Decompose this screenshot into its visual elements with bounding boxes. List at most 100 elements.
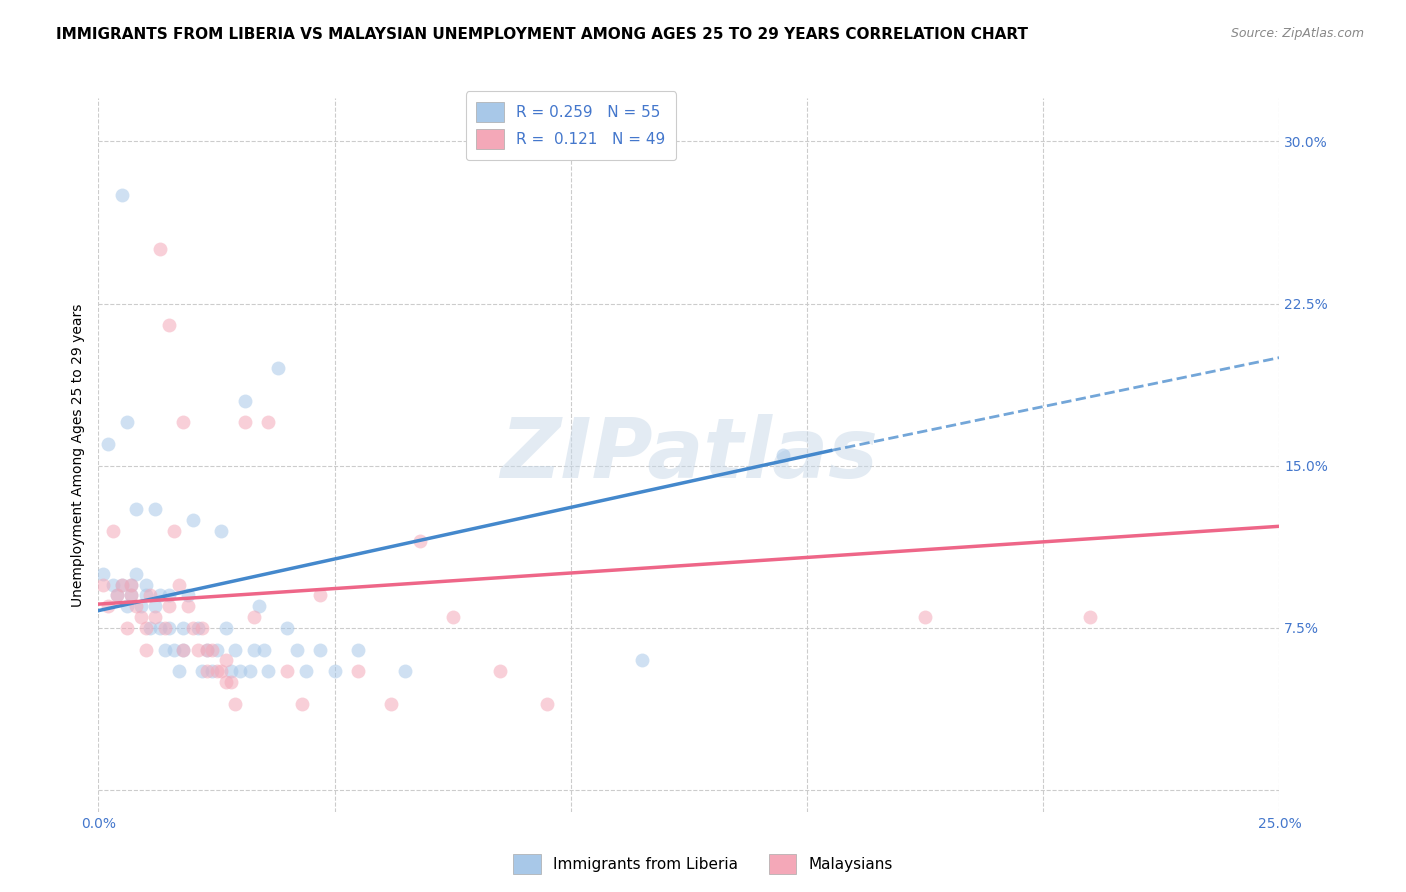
Point — [105, 589, 128, 603]
Point — [323, 664, 346, 678]
Point — [233, 393, 256, 408]
Point — [394, 664, 416, 678]
Point — [215, 621, 238, 635]
Point — [408, 534, 430, 549]
Point — [441, 610, 464, 624]
Point — [91, 566, 114, 581]
Point — [219, 675, 242, 690]
Point — [215, 675, 238, 690]
Point — [115, 621, 138, 635]
Point — [380, 697, 402, 711]
Point — [219, 664, 242, 678]
Point — [143, 599, 166, 614]
Point — [101, 524, 124, 538]
Point — [125, 502, 148, 516]
Point — [157, 589, 180, 603]
Point — [135, 642, 157, 657]
Point — [243, 642, 266, 657]
Point — [111, 577, 134, 591]
Point — [172, 621, 194, 635]
Point — [111, 188, 134, 202]
Point — [139, 589, 162, 603]
Point — [267, 361, 290, 376]
Point — [347, 664, 370, 678]
Point — [257, 664, 280, 678]
Point — [233, 416, 256, 430]
Point — [201, 664, 224, 678]
Point — [253, 642, 276, 657]
Point — [172, 642, 194, 657]
Text: Source: ZipAtlas.com: Source: ZipAtlas.com — [1230, 27, 1364, 40]
Point — [163, 642, 186, 657]
Point — [101, 577, 124, 591]
Point — [135, 577, 157, 591]
Point — [153, 621, 176, 635]
Point — [167, 577, 190, 591]
Point — [191, 621, 214, 635]
Point — [139, 621, 162, 635]
Text: ZIPatlas: ZIPatlas — [501, 415, 877, 495]
Point — [163, 524, 186, 538]
Point — [229, 664, 252, 678]
Point — [243, 610, 266, 624]
Point — [536, 697, 558, 711]
Point — [224, 642, 246, 657]
Point — [209, 524, 232, 538]
Point — [181, 621, 204, 635]
Legend: R = 0.259   N = 55, R =  0.121   N = 49: R = 0.259 N = 55, R = 0.121 N = 49 — [465, 92, 676, 160]
Point — [187, 642, 209, 657]
Point — [115, 599, 138, 614]
Point — [309, 642, 332, 657]
Point — [209, 664, 232, 678]
Point — [121, 589, 143, 603]
Point — [181, 513, 204, 527]
Point — [149, 621, 172, 635]
Point — [125, 599, 148, 614]
Point — [224, 697, 246, 711]
Point — [285, 642, 308, 657]
Point — [172, 642, 194, 657]
Point — [149, 589, 172, 603]
Point — [489, 664, 512, 678]
Point — [97, 599, 120, 614]
Point — [195, 642, 218, 657]
Point — [135, 621, 157, 635]
Point — [121, 577, 143, 591]
Point — [914, 610, 936, 624]
Point — [157, 599, 180, 614]
Point — [1080, 610, 1102, 624]
Point — [276, 621, 298, 635]
Point — [205, 664, 228, 678]
Point — [157, 621, 180, 635]
Point — [97, 437, 120, 451]
Point — [153, 642, 176, 657]
Point — [215, 653, 238, 667]
Point — [135, 589, 157, 603]
Legend: Immigrants from Liberia, Malaysians: Immigrants from Liberia, Malaysians — [508, 848, 898, 880]
Point — [167, 664, 190, 678]
Point — [205, 642, 228, 657]
Point — [309, 589, 332, 603]
Point — [143, 502, 166, 516]
Point — [276, 664, 298, 678]
Point — [191, 664, 214, 678]
Point — [121, 577, 143, 591]
Point — [115, 416, 138, 430]
Point — [121, 589, 143, 603]
Point — [290, 697, 312, 711]
Point — [195, 664, 218, 678]
Point — [157, 318, 180, 333]
Point — [772, 448, 794, 462]
Point — [125, 566, 148, 581]
Point — [143, 610, 166, 624]
Point — [187, 621, 209, 635]
Text: IMMIGRANTS FROM LIBERIA VS MALAYSIAN UNEMPLOYMENT AMONG AGES 25 TO 29 YEARS CORR: IMMIGRANTS FROM LIBERIA VS MALAYSIAN UNE… — [56, 27, 1028, 42]
Point — [630, 653, 652, 667]
Point — [91, 577, 114, 591]
Point — [295, 664, 318, 678]
Point — [177, 599, 200, 614]
Y-axis label: Unemployment Among Ages 25 to 29 years: Unemployment Among Ages 25 to 29 years — [70, 303, 84, 607]
Point — [105, 589, 128, 603]
Point — [177, 589, 200, 603]
Point — [149, 243, 172, 257]
